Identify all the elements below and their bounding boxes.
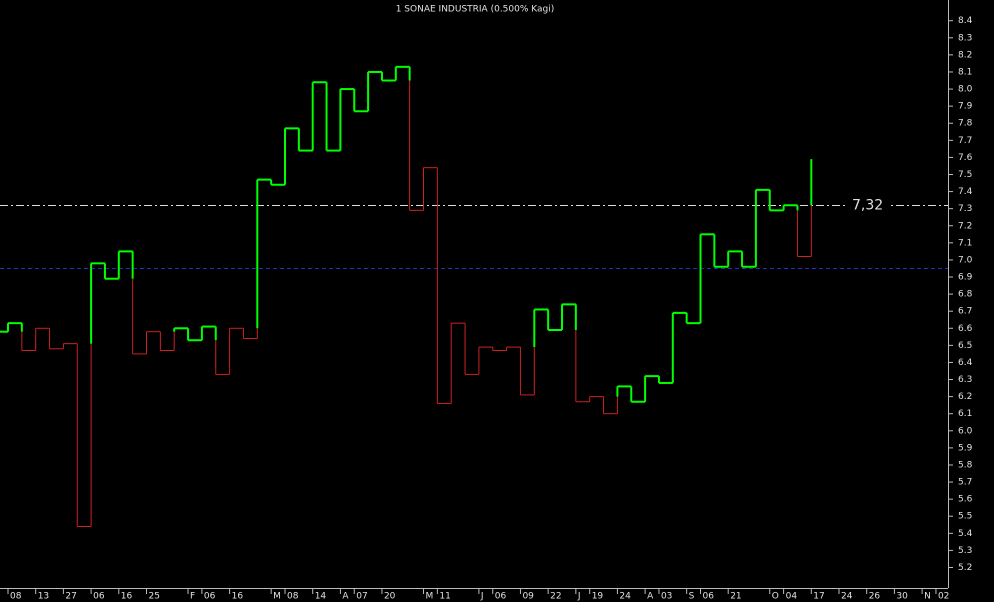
y-tick-label: 6.7 bbox=[958, 307, 972, 317]
y-tick-label: 7.3 bbox=[958, 204, 972, 214]
x-tick-label: 19 bbox=[592, 592, 604, 602]
y-tick-label: 6.8 bbox=[958, 290, 973, 300]
y-tick-label: 6.3 bbox=[958, 375, 972, 385]
x-tick-label: 09 bbox=[522, 592, 534, 602]
x-tick-label: 13 bbox=[38, 592, 49, 602]
x-tick-label: 06 bbox=[204, 592, 216, 602]
y-tick-label: 5.4 bbox=[958, 529, 973, 539]
x-tick-label: 27 bbox=[65, 592, 76, 602]
y-tick-label: 8.0 bbox=[958, 85, 973, 95]
x-tick-label: 07 bbox=[356, 592, 367, 602]
x-tick-label: 22 bbox=[550, 592, 561, 602]
y-tick-label: 7.2 bbox=[958, 221, 972, 231]
x-tick-label: 24 bbox=[619, 592, 631, 602]
x-tick-label: 04 bbox=[786, 592, 798, 602]
y-tick-label: 6.6 bbox=[958, 324, 973, 334]
y-tick-label: 5.9 bbox=[958, 443, 973, 453]
y-tick-label: 7.8 bbox=[958, 119, 973, 129]
y-tick-label: 7.5 bbox=[958, 170, 972, 180]
y-tick-label: 6.5 bbox=[958, 341, 972, 351]
y-tick-label: 6.1 bbox=[958, 409, 972, 419]
y-tick-label: 8.2 bbox=[958, 50, 972, 60]
x-tick-label: 25 bbox=[149, 592, 160, 602]
y-tick-label: 5.8 bbox=[958, 460, 973, 470]
x-tick-label: J bbox=[480, 592, 484, 602]
x-tick-label: 11 bbox=[439, 592, 450, 602]
chart-title: 1 SONAE INDUSTRIA (0.500% Kagi) bbox=[396, 5, 555, 15]
x-tick-label: M bbox=[273, 592, 281, 602]
x-tick-label: 14 bbox=[315, 592, 327, 602]
x-tick-label: 08 bbox=[287, 592, 299, 602]
x-tick-label: A bbox=[342, 592, 349, 602]
x-tick-label: O bbox=[772, 592, 779, 602]
x-tick-label: 06 bbox=[495, 592, 507, 602]
x-tick-label: 08 bbox=[10, 592, 22, 602]
x-tick-label: 06 bbox=[703, 592, 715, 602]
x-tick-label: 21 bbox=[730, 592, 741, 602]
y-tick-label: 7.0 bbox=[958, 255, 973, 265]
y-tick-label: 8.3 bbox=[958, 33, 972, 43]
x-tick-label: S bbox=[689, 592, 695, 602]
y-tick-label: 7.1 bbox=[958, 238, 972, 248]
y-tick-label: 6.0 bbox=[958, 426, 973, 436]
y-tick-label: 7.4 bbox=[958, 187, 973, 197]
x-tick-label: 16 bbox=[121, 592, 133, 602]
y-tick-label: 5.2 bbox=[958, 563, 972, 573]
x-tick-label: A bbox=[647, 592, 654, 602]
x-tick-label: 17 bbox=[813, 592, 824, 602]
x-tick-label: F bbox=[190, 592, 195, 602]
x-tick-label: 16 bbox=[232, 592, 244, 602]
y-tick-label: 7.6 bbox=[958, 153, 973, 163]
y-tick-label: 5.6 bbox=[958, 495, 973, 505]
y-tick-label: 8.4 bbox=[958, 16, 973, 26]
x-tick-label: M bbox=[426, 592, 434, 602]
x-tick-label: 02 bbox=[938, 592, 949, 602]
y-tick-label: 5.3 bbox=[958, 546, 972, 556]
y-tick-label: 7.9 bbox=[958, 102, 973, 112]
y-tick-label: 6.4 bbox=[958, 358, 973, 368]
y-tick-label: 6.2 bbox=[958, 392, 972, 402]
y-tick-label: 8.1 bbox=[958, 67, 972, 77]
kagi-line bbox=[0, 65, 813, 527]
x-tick-label: N bbox=[924, 592, 931, 602]
y-tick-label: 7.7 bbox=[958, 136, 972, 146]
y-tick-label: 5.5 bbox=[958, 512, 972, 522]
x-tick-label: 24 bbox=[841, 592, 853, 602]
y-tick-label: 5.7 bbox=[958, 478, 972, 488]
reference-label: 7,32 bbox=[852, 198, 883, 214]
x-tick-label: 26 bbox=[869, 592, 881, 602]
x-tick-label: 30 bbox=[896, 592, 908, 602]
x-tick-label: J bbox=[577, 592, 581, 602]
y-tick-label: 6.9 bbox=[958, 273, 973, 283]
x-tick-label: 03 bbox=[661, 592, 672, 602]
x-tick-label: 20 bbox=[384, 592, 396, 602]
x-tick-label: 06 bbox=[93, 592, 105, 602]
reference-label-bg bbox=[846, 196, 888, 213]
